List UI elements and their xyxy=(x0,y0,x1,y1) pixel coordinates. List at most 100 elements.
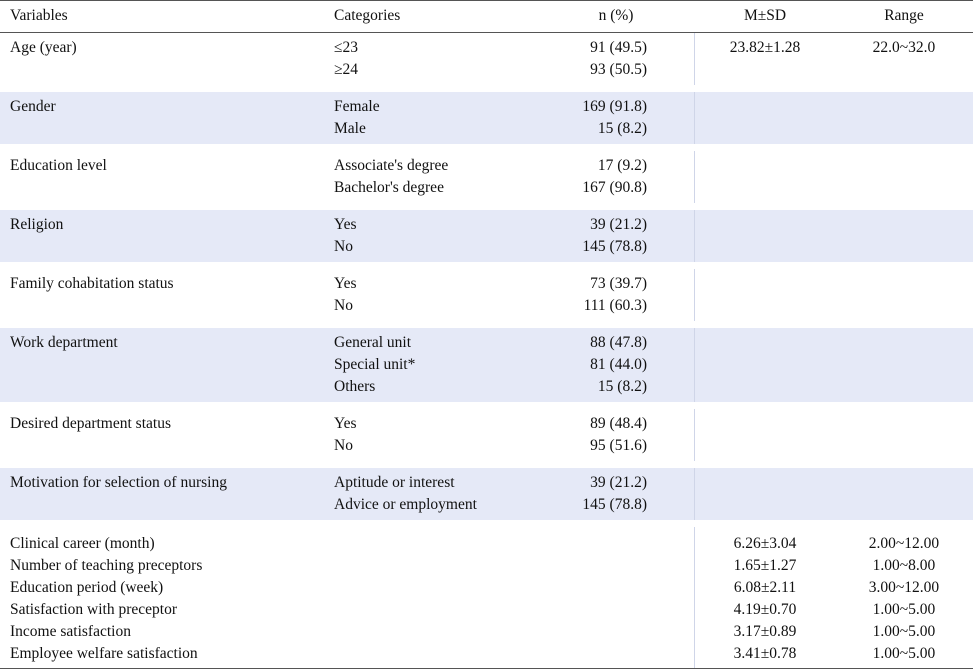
table-row: Special unit* 81 (44.0) xyxy=(0,354,973,376)
table-row: No 145 (78.8) xyxy=(0,236,973,258)
n-pct-value: 39 (21.2) xyxy=(590,474,647,491)
category-label: Yes xyxy=(334,415,357,432)
variable-group: Motivation for selection of nursing Aptit… xyxy=(0,468,973,520)
table-row: Bachelor's degree 167 (90.8) xyxy=(0,177,973,199)
table-row: Religion Yes 39 (21.2) xyxy=(0,214,973,236)
row-separator xyxy=(0,85,973,92)
variable-label: Education period (week) xyxy=(10,579,164,596)
category-label: No xyxy=(334,238,353,255)
table-row: ≥24 93 (50.5) xyxy=(0,59,973,81)
table-row: No 95 (51.6) xyxy=(0,435,973,457)
row-separator xyxy=(0,321,973,328)
variable-label: Family cohabitation status xyxy=(10,275,174,292)
variable-group: Gender Female 169 (91.8) Male 15 (8.2) xyxy=(0,92,973,144)
table-row: Others 15 (8.2) xyxy=(0,376,973,398)
continuous-section: Clinical career (month) 6.26±3.04 2.00~12.… xyxy=(0,527,973,669)
row-separator xyxy=(0,144,973,151)
column-divider xyxy=(694,92,695,144)
variable-group: Desired department status Yes 89 (48.4) No 9… xyxy=(0,409,973,461)
variable-group: Education level Associate's degree 17 (9.2… xyxy=(0,151,973,203)
variable-group: Age (year) ≤23 91 (49.5) 23.82±1.28 22.0~32.… xyxy=(0,33,973,85)
column-divider xyxy=(694,527,695,668)
n-pct-value: 15 (8.2) xyxy=(597,120,647,137)
variable-label: Number of teaching preceptors xyxy=(10,557,203,574)
category-label: Others xyxy=(334,378,376,395)
column-divider xyxy=(694,328,695,402)
table-row: Education level Associate's degree 17 (9.2… xyxy=(0,155,973,177)
n-pct-value: 169 (91.8) xyxy=(582,98,647,115)
n-pct-value: 15 (8.2) xyxy=(597,378,647,395)
n-pct-value: 73 (39.7) xyxy=(590,275,647,292)
msd-value: 6.08±2.11 xyxy=(733,579,797,596)
table-row: Motivation for selection of nursing Aptit… xyxy=(0,472,973,494)
table-row: Number of teaching preceptors 1.65±1.27 1.… xyxy=(0,555,973,577)
n-pct-value: 39 (21.2) xyxy=(590,216,647,233)
msd-value: 6.26±3.04 xyxy=(733,535,797,552)
range-value: 1.00~5.00 xyxy=(872,623,936,640)
variable-label: Desired department status xyxy=(10,415,171,432)
n-pct-value: 81 (44.0) xyxy=(590,356,647,373)
table-row: Clinical career (month) 6.26±3.04 2.00~12.… xyxy=(0,533,973,555)
category-label: General unit xyxy=(334,334,412,351)
header-msd: M±SD xyxy=(743,7,787,24)
category-label: Associate's degree xyxy=(334,157,449,174)
category-label: Aptitude or interest xyxy=(334,474,455,491)
header-categories: Categories xyxy=(334,7,401,24)
table-body: Age (year) ≤23 91 (49.5) 23.82±1.28 22.0~32.… xyxy=(0,33,973,527)
table-row: Employee welfare satisfaction 3.41±0.78 1.… xyxy=(0,643,973,665)
msd-value: 4.19±0.70 xyxy=(733,601,797,618)
category-label: Yes xyxy=(334,216,357,233)
category-label: Advice or employment xyxy=(334,496,477,513)
msd-value: 3.41±0.78 xyxy=(733,645,797,662)
row-separator xyxy=(0,520,973,527)
table-row: No 111 (60.3) xyxy=(0,295,973,317)
n-pct-value: 145 (78.8) xyxy=(582,238,647,255)
range-value: 3.00~12.00 xyxy=(868,579,940,596)
category-label: ≥24 xyxy=(334,61,359,78)
variable-label: Motivation for selection of nursing xyxy=(10,474,227,491)
variable-label: Work department xyxy=(10,334,118,351)
category-label: Male xyxy=(334,120,366,137)
variable-label: Gender xyxy=(10,98,56,115)
header-n-pct: n (%) xyxy=(598,7,634,24)
variable-label: Religion xyxy=(10,216,64,233)
n-pct-value: 17 (9.2) xyxy=(597,157,647,174)
n-pct-value: 91 (49.5) xyxy=(590,39,647,56)
row-separator xyxy=(0,203,973,210)
range-value: 1.00~8.00 xyxy=(872,557,936,574)
table-row: Advice or employment 145 (78.8) xyxy=(0,494,973,516)
category-label: Yes xyxy=(334,275,357,292)
n-pct-value: 88 (47.8) xyxy=(590,334,647,351)
table-row: Income satisfaction 3.17±0.89 1.00~5.00 xyxy=(0,621,973,643)
variable-group: Family cohabitation status Yes 73 (39.7) No… xyxy=(0,269,973,321)
table-row: Male 15 (8.2) xyxy=(0,118,973,140)
variable-label: Employee welfare satisfaction xyxy=(10,645,198,662)
row-separator xyxy=(0,262,973,269)
table-header: Variables Categories n (%) M±SD Range xyxy=(0,0,973,33)
category-label: Female xyxy=(334,98,380,115)
table-row: Gender Female 169 (91.8) xyxy=(0,96,973,118)
n-pct-value: 93 (50.5) xyxy=(590,61,647,78)
range-value: 1.00~5.00 xyxy=(872,601,936,618)
msd-value: 3.17±0.89 xyxy=(733,623,797,640)
category-label: Special unit* xyxy=(334,356,416,373)
column-divider xyxy=(694,409,695,461)
range-value: 2.00~12.00 xyxy=(868,535,940,552)
column-divider xyxy=(694,33,695,85)
variable-label: Education level xyxy=(10,157,107,174)
column-divider xyxy=(694,468,695,520)
row-separator xyxy=(0,402,973,409)
msd-value: 23.82±1.28 xyxy=(729,39,801,56)
table-row: Satisfaction with preceptor 4.19±0.70 1.00… xyxy=(0,599,973,621)
msd-value: 1.65±1.27 xyxy=(733,557,797,574)
variable-label: Clinical career (month) xyxy=(10,535,155,552)
header-range: Range xyxy=(884,7,924,24)
n-pct-value: 95 (51.6) xyxy=(590,437,647,454)
header-variables: Variables xyxy=(10,7,68,24)
n-pct-value: 111 (60.3) xyxy=(583,297,647,314)
column-divider xyxy=(694,269,695,321)
category-label: No xyxy=(334,437,353,454)
category-label: ≤23 xyxy=(334,39,359,56)
variable-label: Income satisfaction xyxy=(10,623,131,640)
